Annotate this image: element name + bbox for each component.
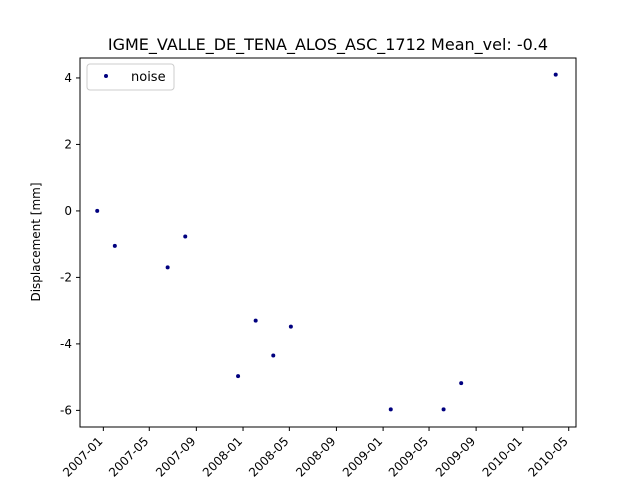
x-tick-label: 2008-09 — [293, 434, 338, 479]
y-axis-label: Displacement [mm] — [29, 182, 43, 301]
y-tick-label: -2 — [60, 270, 72, 284]
data-point — [95, 208, 100, 213]
x-tick-label: 2009-09 — [433, 434, 478, 479]
chart-title: IGME_VALLE_DE_TENA_ALOS_ASC_1712 Mean_ve… — [108, 35, 548, 55]
x-tick-label: 2009-01 — [340, 434, 385, 479]
data-point — [388, 407, 393, 412]
data-point — [553, 72, 558, 77]
y-tick-label: -4 — [60, 337, 72, 351]
data-point — [112, 243, 117, 248]
data-points — [95, 72, 558, 412]
x-tick-label: 2010-01 — [480, 434, 525, 479]
y-tick-label: -6 — [60, 403, 72, 417]
data-point — [271, 353, 276, 358]
legend-label: noise — [131, 70, 166, 85]
data-point — [288, 324, 293, 329]
legend-box — [86, 63, 175, 91]
x-tick-label: 2007-01 — [60, 434, 105, 479]
y-axis: 4 2 0 -2 -4 -6 — [60, 71, 80, 417]
data-point — [236, 374, 241, 379]
x-tick-label: 2007-09 — [153, 434, 198, 479]
data-point — [165, 265, 170, 270]
y-tick-label: 4 — [64, 71, 72, 85]
x-tick-label: 2008-01 — [200, 434, 245, 479]
legend-marker — [104, 74, 108, 78]
x-axis: 2007-01 2007-05 2007-09 2008-01 2008-05 2008-… — [60, 427, 571, 480]
legend: noise — [86, 63, 175, 91]
x-tick-label: 2010-05 — [525, 434, 570, 479]
data-point — [253, 318, 258, 323]
y-tick-label: 2 — [64, 137, 72, 151]
plot-area — [79, 57, 577, 428]
x-tick-label: 2008-05 — [246, 434, 291, 479]
data-point — [441, 407, 446, 412]
data-point — [459, 381, 464, 386]
x-tick-label: 2007-05 — [106, 434, 151, 479]
data-point — [183, 234, 188, 239]
x-tick-label: 2009-05 — [386, 434, 431, 479]
y-tick-label: 0 — [64, 204, 72, 218]
